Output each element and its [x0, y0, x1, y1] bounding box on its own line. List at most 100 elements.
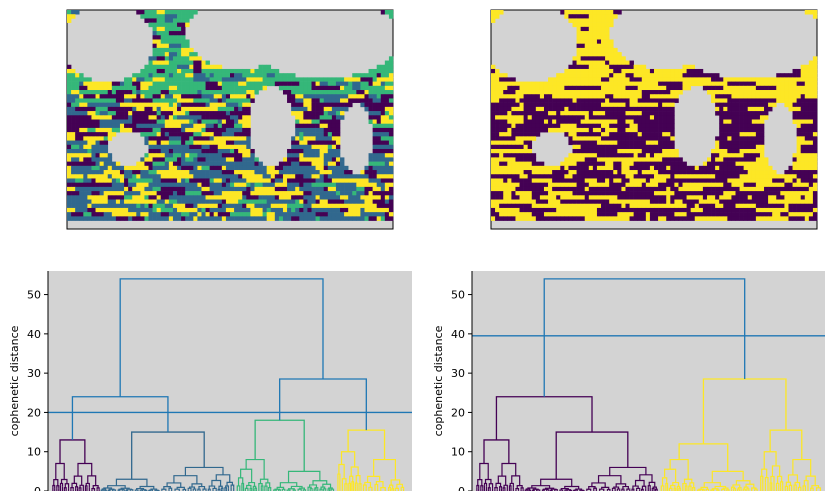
map-cell — [662, 148, 667, 154]
map-cell — [804, 186, 810, 192]
map-cell — [633, 102, 639, 108]
map-cell — [160, 115, 166, 120]
map-cell — [197, 115, 202, 120]
map-cell — [531, 85, 537, 91]
map-cell — [238, 170, 243, 175]
map-cell — [258, 191, 263, 196]
map-cell — [364, 106, 369, 112]
map-cell — [193, 102, 198, 108]
map-cell — [543, 165, 549, 171]
map-cell — [499, 182, 504, 188]
map-cell — [694, 165, 700, 171]
map-cell — [368, 119, 373, 125]
map-cell — [201, 144, 206, 150]
map-cell — [560, 191, 565, 196]
map-cell — [641, 153, 647, 158]
map-cell — [723, 81, 728, 87]
map-cell — [315, 123, 320, 129]
map-cell — [242, 153, 247, 158]
map-cell — [812, 136, 818, 141]
map-cell — [812, 182, 818, 188]
map-cell — [727, 119, 732, 125]
map-cell — [727, 157, 732, 162]
map-cell — [747, 140, 753, 146]
map-cell — [812, 98, 818, 103]
map-cell — [331, 90, 337, 95]
map-cell — [747, 191, 753, 196]
map-cell — [156, 195, 162, 200]
map-cell — [588, 81, 594, 87]
map-cell — [592, 85, 598, 91]
map-cell — [319, 161, 325, 167]
map-cell — [388, 10, 394, 15]
map-cell — [327, 157, 333, 162]
map-cell — [189, 212, 194, 217]
map-cell — [172, 136, 178, 141]
map-cell — [666, 136, 671, 141]
map-cell — [327, 81, 333, 87]
map-cell — [637, 90, 643, 95]
map-cell — [613, 85, 618, 91]
map-cell — [156, 14, 162, 19]
map-cell — [507, 127, 512, 133]
map-cell — [641, 90, 647, 95]
map-cell — [796, 186, 802, 192]
map-cell — [519, 85, 524, 91]
map-cell — [637, 68, 643, 74]
map-cell — [67, 203, 72, 209]
map-cell — [543, 199, 549, 205]
map-cell — [515, 153, 520, 158]
map-cell — [388, 199, 394, 205]
map-cell — [91, 90, 96, 95]
map-cell — [201, 161, 206, 167]
map-cell — [172, 127, 178, 133]
map-cell — [144, 77, 149, 82]
map-cell — [499, 140, 504, 146]
map-cell — [751, 153, 757, 158]
map-cell — [812, 81, 818, 87]
map-cell — [605, 81, 610, 87]
map-cell — [580, 123, 586, 129]
map-cell — [67, 64, 72, 70]
map-cell — [258, 195, 263, 200]
map-cell — [185, 14, 190, 19]
map-cell — [225, 115, 231, 120]
map-cell — [209, 182, 215, 188]
map-cell — [572, 178, 577, 183]
map-cell — [119, 170, 125, 175]
map-cell — [140, 165, 145, 171]
map-cell — [380, 68, 386, 74]
map-cell — [776, 73, 781, 78]
map-cell — [747, 127, 753, 133]
map-cell — [295, 207, 300, 213]
map-cell — [128, 186, 133, 192]
map-cell — [160, 85, 166, 91]
map-cell — [79, 148, 84, 154]
map-cell — [148, 56, 153, 61]
map-cell — [160, 178, 166, 183]
map-cell — [747, 182, 753, 188]
map-cell — [556, 85, 561, 91]
map-cell — [160, 195, 166, 200]
map-cell — [723, 199, 728, 205]
map-cell — [164, 106, 170, 112]
map-cell — [201, 157, 206, 162]
map-cell — [523, 98, 528, 103]
map-cell — [136, 170, 141, 175]
map-cell — [295, 144, 300, 150]
map-cell — [560, 178, 565, 183]
map-cell — [580, 153, 586, 158]
map-cell — [152, 182, 157, 188]
map-cell — [654, 165, 659, 171]
map-cell — [511, 170, 516, 175]
map-cell — [209, 174, 215, 179]
map-cell — [552, 178, 557, 183]
map-cell — [576, 56, 581, 61]
map-cell — [225, 144, 231, 150]
map-cell — [645, 178, 651, 183]
map-cell — [731, 186, 736, 192]
map-cell — [539, 98, 545, 103]
map-cell — [213, 136, 219, 141]
map-cell — [601, 64, 606, 70]
map-cell — [605, 18, 610, 23]
